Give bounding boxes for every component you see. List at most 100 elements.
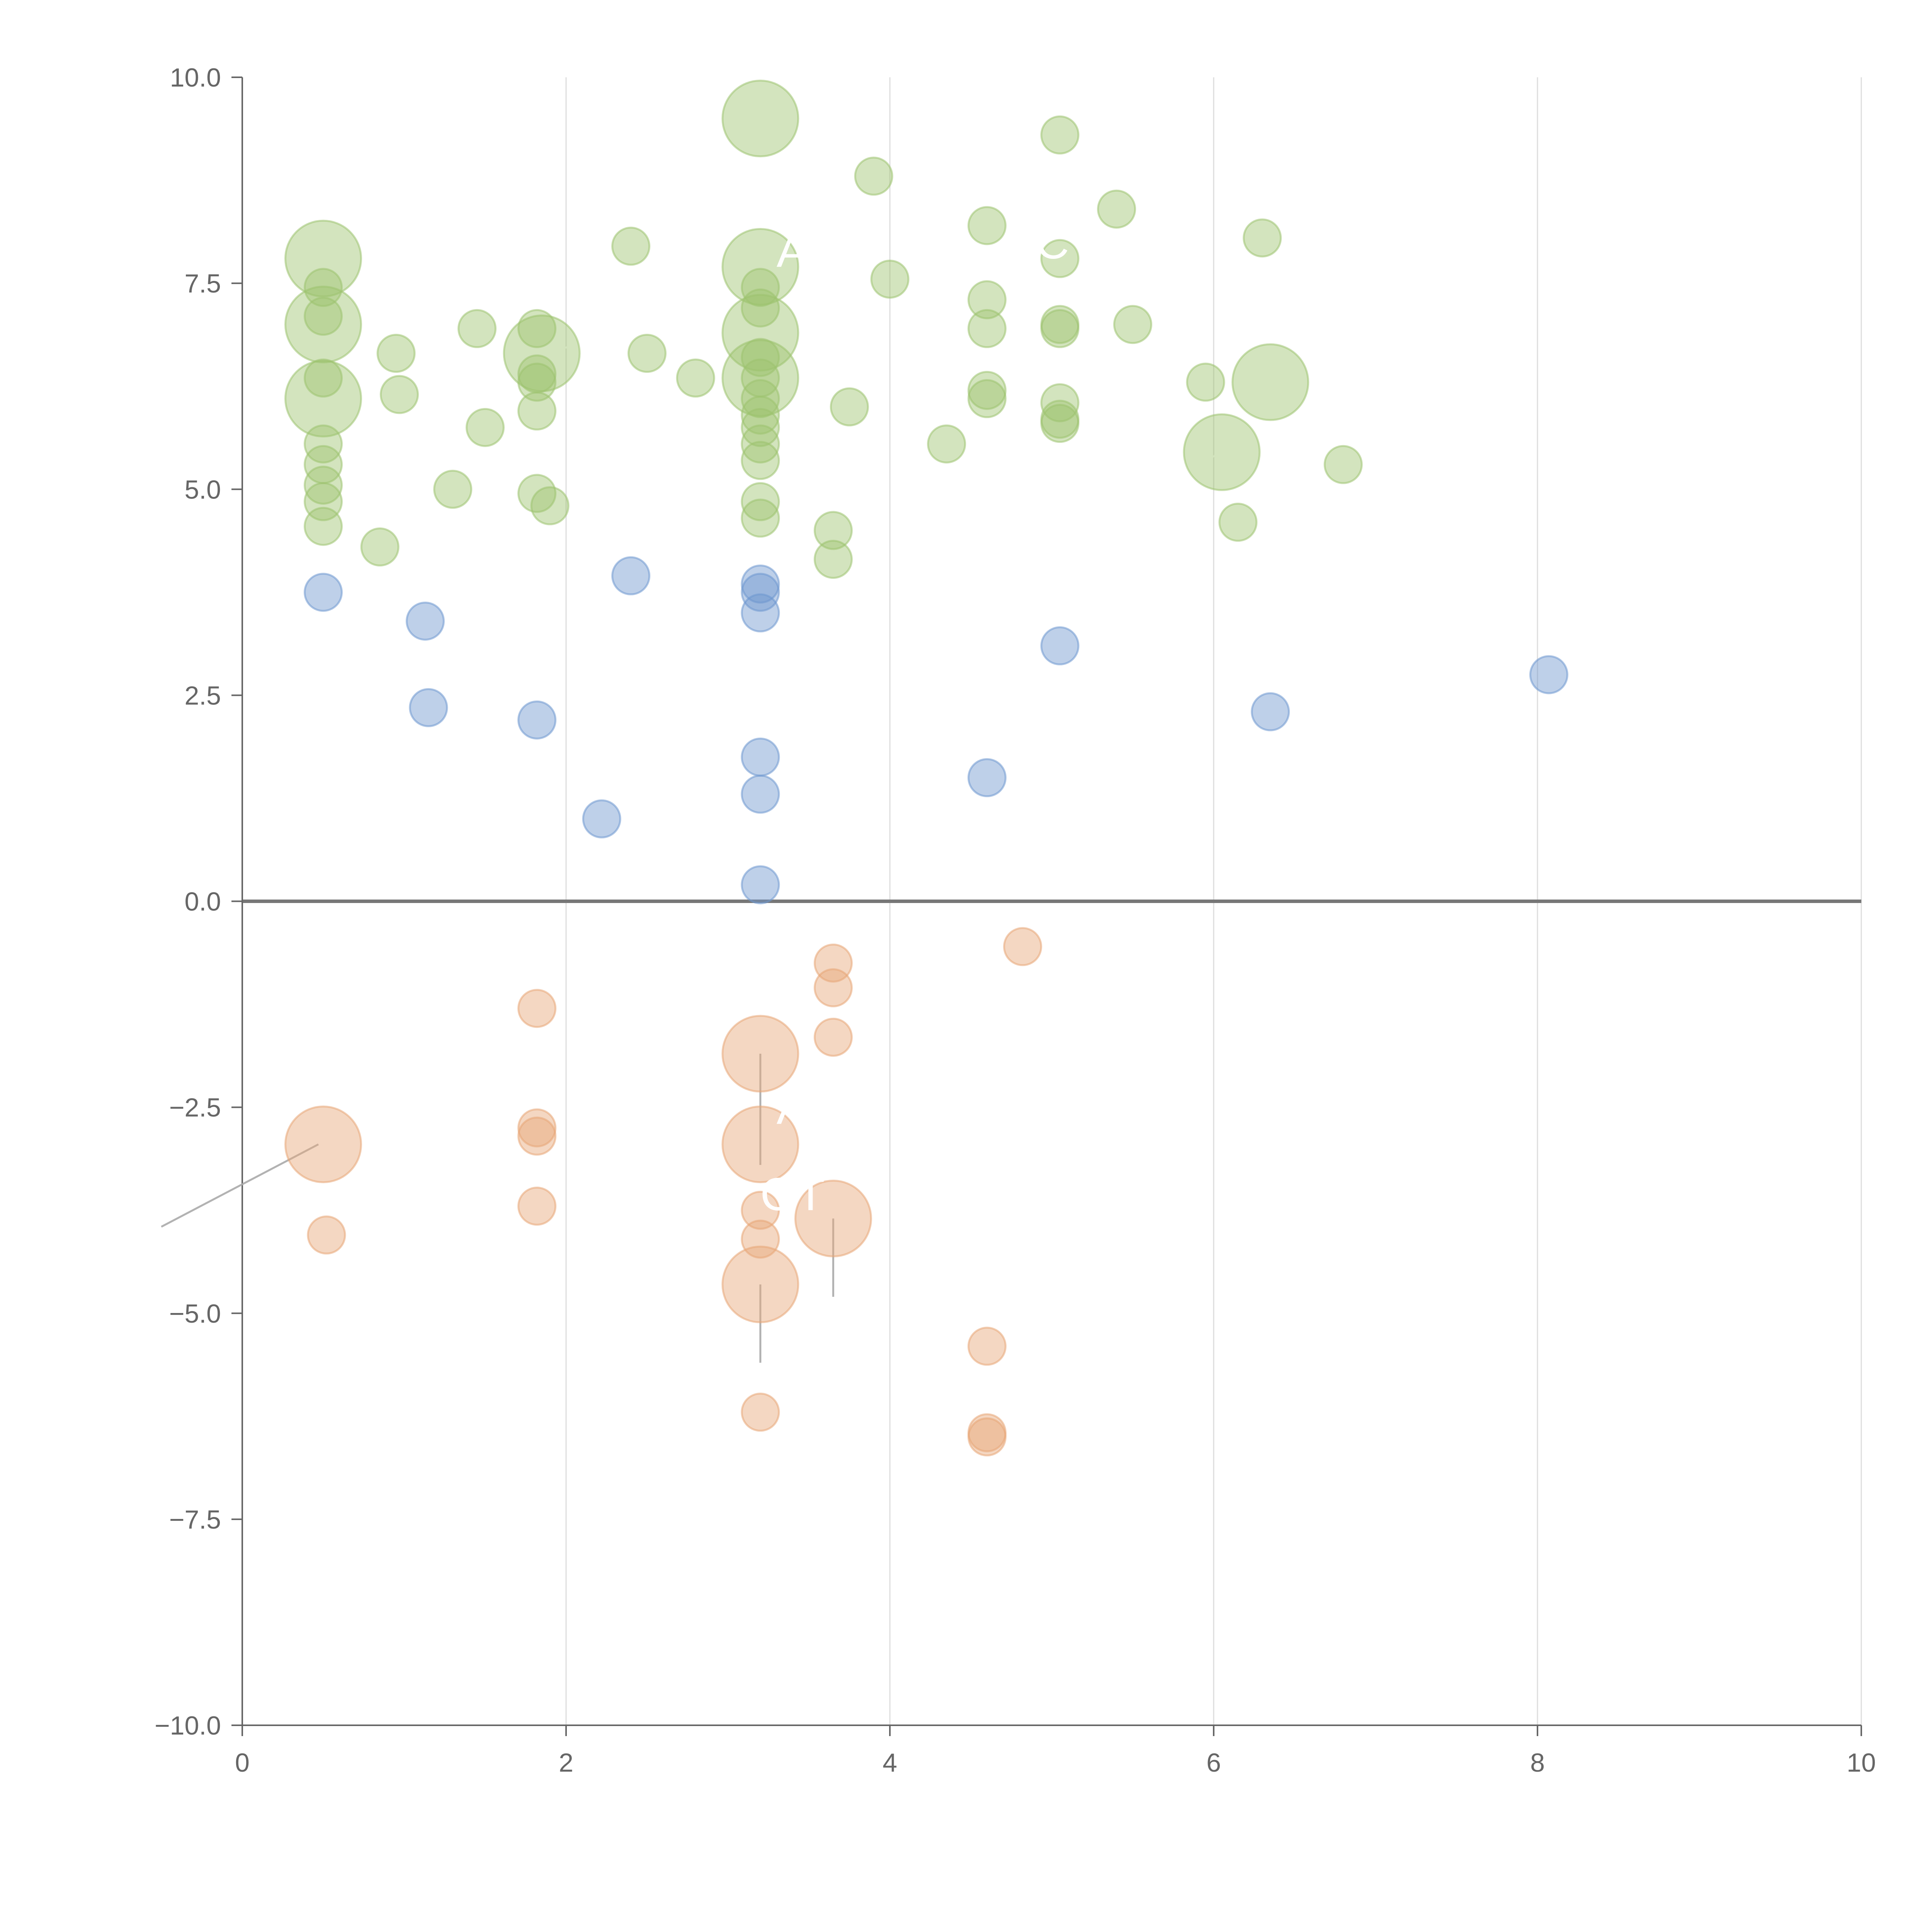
point-negative-3 [517,1108,557,1148]
point-high-57 [466,408,505,447]
point-mid-12 [967,758,1007,798]
point-mid-8 [741,593,780,633]
point-high-46 [1186,362,1225,402]
point-negative-2 [517,989,557,1028]
point-mid-4 [582,799,621,838]
point-high-23 [1113,305,1152,344]
annotations-layer: A OT A C [760,217,1069,1220]
annotation-label-2: A [777,225,808,277]
point-mid-14 [1251,692,1290,731]
point-negative-13 [813,968,853,1007]
point-mid-11 [741,865,780,905]
point-mid-9 [741,737,780,777]
point-high-47 [1231,343,1310,421]
y-tick-label: 0.0 [184,887,221,917]
point-high-59 [530,486,570,526]
point-high-38 [741,424,780,464]
point-mid-15 [1529,655,1568,694]
point-high-24 [376,333,416,373]
point-high-52 [304,466,343,505]
point-high-50 [304,424,343,464]
point-high-36 [741,395,780,435]
point-high-30 [628,333,667,373]
point-high-25 [379,375,419,414]
point-mid-13 [1040,626,1080,665]
point-mid-10 [741,774,780,814]
leader-line-12 [1197,451,1223,466]
point-high-19 [967,280,1007,320]
point-negative-8 [741,1190,780,1230]
point-negative-6 [721,1015,799,1093]
point-high-39 [741,441,780,480]
point-mid-3 [517,700,557,740]
leader-line-9 [760,323,801,334]
point-negative-1 [307,1215,346,1255]
point-negative-15 [794,1180,872,1258]
y-tick-label: 2.5 [184,681,221,710]
x-tick-label: 10 [1847,1748,1876,1777]
point-high-49 [304,358,343,398]
point-high-14 [457,309,497,348]
point-high-63 [813,540,853,579]
point-mid-2 [409,688,448,727]
point-high-37 [741,408,780,447]
point-negative-19 [1003,927,1043,966]
point-high-65 [1183,413,1261,491]
point-high-61 [741,498,780,538]
point-negative-0 [284,1105,362,1184]
point-high-6 [611,226,651,266]
point-high-42 [967,379,1007,418]
y-tick-label: −7.5 [169,1505,221,1534]
axes-layer: −10.0 −7.5 −5.0 −2.5 0.0 2.5 5.0 7.5 10.0 0 2 4 6 8 10 [155,63,1876,1777]
y-tick-label: 7.5 [184,269,221,298]
x-tick-label: 8 [1530,1748,1545,1777]
point-high-9 [870,259,910,299]
point-high-43 [1040,383,1080,422]
point-high-45 [1040,404,1080,443]
point-negative-7 [721,1105,799,1184]
point-high-60 [741,482,780,521]
point-high-10 [1040,239,1080,278]
leader-line-4 [768,113,817,120]
leader-line-6 [326,307,340,321]
x-tick-label: 4 [883,1748,897,1777]
point-high-28 [517,362,557,402]
point-high-2 [1040,115,1080,155]
point-high-66 [1218,503,1258,542]
point-negative-14 [813,1017,853,1057]
point-high-3 [1097,189,1136,229]
y-tick-label: −5.0 [169,1299,221,1328]
x-tick-label: 2 [559,1748,573,1777]
leader-line-11 [1275,369,1303,383]
point-high-5 [967,206,1007,245]
point-negative-16 [967,1327,1007,1366]
y-tick-label: −10.0 [155,1711,221,1740]
leader-line-0 [161,1143,319,1228]
point-negative-11 [741,1393,780,1432]
point-high-31 [676,358,715,398]
point-negative-18 [967,1417,1007,1457]
leader-lines-layer [161,113,1303,1363]
point-high-22 [1040,309,1080,348]
point-high-67 [1323,445,1363,484]
annotation-label-1: OT [760,1168,825,1220]
point-mid-7 [741,573,780,612]
y-tick-label: 5.0 [184,475,221,504]
point-high-20 [967,309,1007,348]
annotation-label-3: C [1036,217,1069,269]
point-high-13 [304,296,343,336]
point-high-33 [741,338,780,377]
point-high-41 [967,371,1007,410]
y-tick-label: 10.0 [170,63,221,92]
point-high-62 [813,511,853,550]
point-high-29 [517,391,557,431]
point-mid-5 [611,556,651,595]
leader-line-5 [326,249,356,260]
points-layer [284,80,1568,1457]
point-high-35 [741,379,780,418]
point-high-15 [517,309,557,348]
point-high-1 [854,156,893,196]
point-high-64 [927,424,966,464]
point-mid-6 [741,564,780,604]
point-mid-1 [405,601,445,641]
